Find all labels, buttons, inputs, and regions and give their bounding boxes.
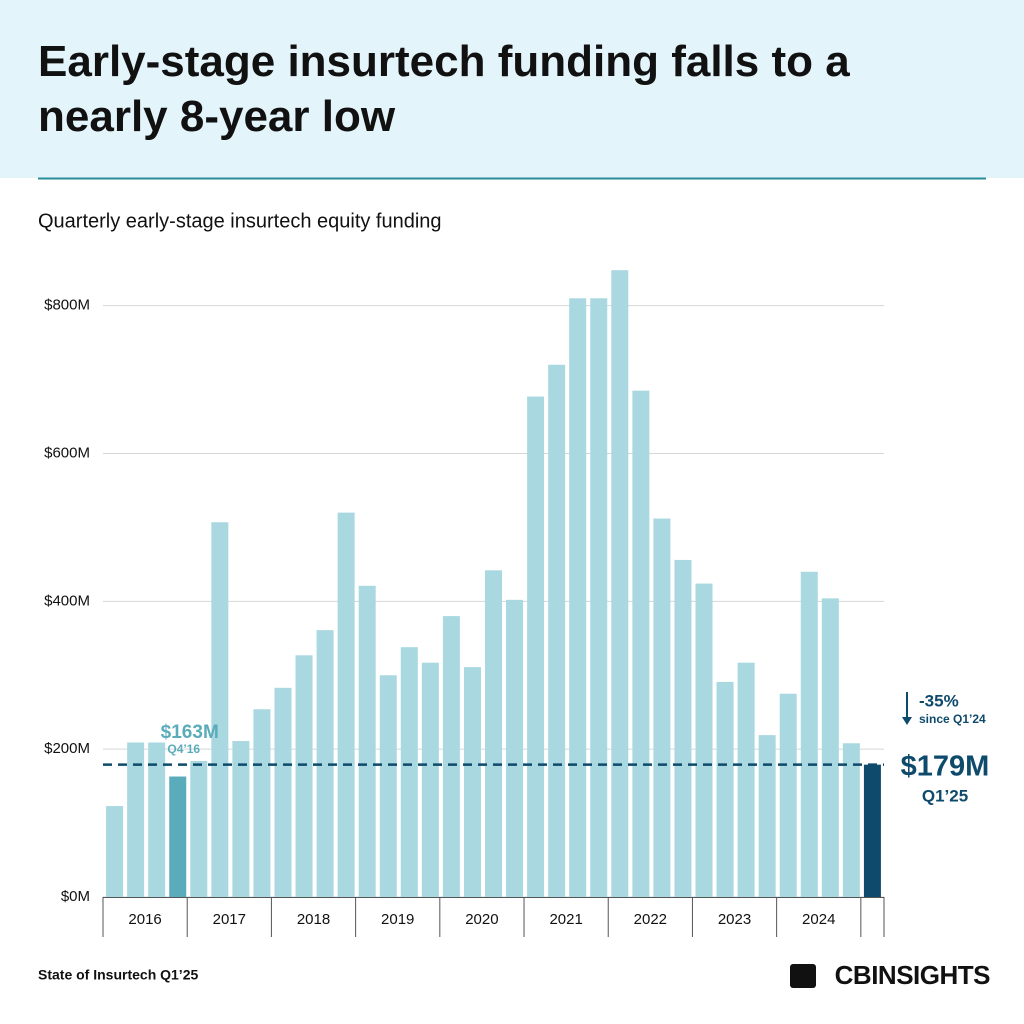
x-group-label: 2023 <box>718 911 751 928</box>
chart-title: Early-stage insurtech funding falls to a… <box>38 37 850 141</box>
bar <box>148 742 166 897</box>
x-group-label: 2016 <box>128 911 161 928</box>
header-band <box>0 0 1024 178</box>
bar <box>800 571 818 897</box>
bar <box>506 599 524 897</box>
bar <box>527 396 545 897</box>
y-tick-label: $800M <box>44 297 90 314</box>
y-tick-label: $400M <box>44 592 90 609</box>
annotation: -35% <box>919 691 959 710</box>
annotation: since Q1’24 <box>919 712 986 726</box>
bar <box>232 741 250 897</box>
bar <box>842 743 860 897</box>
bar <box>758 735 776 897</box>
bar <box>106 806 124 897</box>
x-group-label: 2021 <box>549 911 582 928</box>
x-group-label: 2019 <box>381 911 414 928</box>
bar <box>611 270 629 897</box>
bar <box>632 390 650 897</box>
bar <box>295 655 313 897</box>
annotation: Q1’25 <box>922 786 968 805</box>
bar <box>127 742 145 897</box>
bar <box>863 764 881 897</box>
x-group-label: 2022 <box>634 911 667 928</box>
bar <box>400 647 418 897</box>
bar <box>485 570 502 897</box>
annotation: Q4’16 <box>167 742 200 756</box>
bar <box>590 298 608 897</box>
bar <box>716 681 734 897</box>
bar <box>190 760 208 897</box>
bar <box>695 583 713 897</box>
y-tick-label: $0M <box>61 888 90 905</box>
x-group-label: 2020 <box>465 911 498 928</box>
x-group-label: 2024 <box>802 911 835 928</box>
bar <box>737 662 755 897</box>
value-label: $179M <box>901 751 990 783</box>
bar <box>274 687 292 897</box>
arrow-head <box>902 717 912 725</box>
bar <box>169 776 187 897</box>
source: State of Insurtech Q1’25 <box>38 967 198 983</box>
bar <box>821 598 839 897</box>
bar <box>779 693 797 897</box>
bar <box>442 616 460 897</box>
bar <box>653 518 671 897</box>
y-tick-label: $200M <box>44 740 90 757</box>
value-label: $163M <box>161 722 219 743</box>
bar <box>316 630 334 897</box>
bar <box>337 512 355 897</box>
bar <box>358 585 376 897</box>
x-group-label: 2018 <box>297 911 330 928</box>
bar <box>253 709 271 897</box>
bar <box>421 662 439 897</box>
bar <box>379 675 397 897</box>
logo: CBINSIGHTS <box>835 960 991 990</box>
bar <box>211 522 229 897</box>
bar <box>569 298 587 897</box>
logo-icon <box>790 964 816 988</box>
bar <box>674 559 692 897</box>
bar <box>548 364 566 898</box>
x-group-label: 2017 <box>213 911 246 928</box>
chart-subtitle: Quarterly early-stage insurtech equity f… <box>38 210 442 232</box>
y-tick-label: $600M <box>44 444 90 461</box>
bar <box>463 667 481 897</box>
